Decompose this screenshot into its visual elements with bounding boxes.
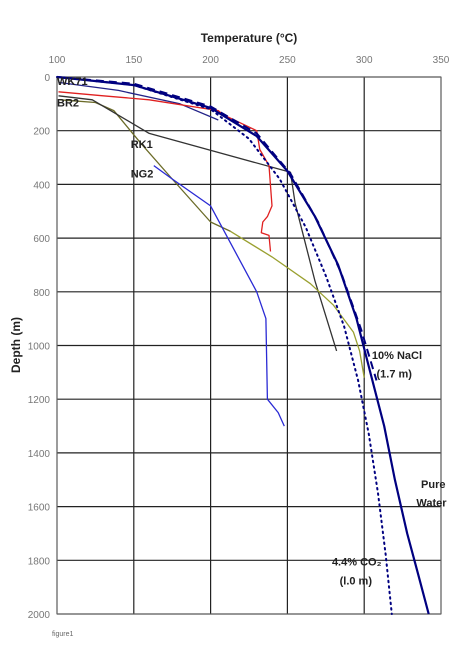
annotation-label: Water [416,498,447,510]
series-line-olive-well [230,230,365,378]
y-tick-label: 600 [33,234,50,245]
y-tick-label: 400 [33,180,50,191]
y-tick-label: 1600 [28,503,51,514]
y-tick-label: 1800 [28,556,51,567]
y-axis-title: Depth (m) [9,317,23,373]
y-tick-label: 1400 [28,449,51,460]
y-tick-label: 1000 [28,342,51,353]
annotation-label: RK1 [131,139,153,151]
y-tick-label: 2000 [28,610,51,621]
x-axis-title: Temperature (°C) [201,31,298,45]
annotation-label: WK71 [57,76,88,88]
plot-frame [56,76,442,615]
x-tick-label: 100 [49,55,66,66]
series-line-curve-8 [56,76,393,615]
chart-annotations: WK71 BR2 RK1 NG2 10% NaCl (1.7 m) Pure Water 4.4… [57,76,447,587]
x-tick-label: 200 [202,55,219,66]
annotation-label: Pure [421,479,445,491]
annotation-label: NG2 [131,169,154,181]
y-tick-label: 1200 [28,395,51,406]
series-lines [56,75,430,615]
series-line-wk71 [58,81,219,121]
x-tick-label: 300 [356,55,373,66]
x-tick-labels: 100 150 200 250 300 350 [49,55,450,66]
series-line-br2 [60,99,231,232]
figure-caption: figure1 [52,631,74,638]
series-line-curve-7 [56,76,378,381]
y-tick-labels: 0 200 400 600 800 1000 1200 1400 1600 1800 2000 [28,73,51,621]
series-line-ng2 [153,165,285,427]
series-line-red-well [58,91,273,252]
x-tick-label: 150 [125,55,142,66]
annotation-label: 10% NaCl [372,350,422,362]
y-tick-label: 800 [33,288,50,299]
annotation-label: BR2 [57,98,79,110]
x-tick-label: 350 [433,55,450,66]
x-tick-label: 250 [279,55,296,66]
y-tick-label: 0 [44,73,50,84]
annotation-label: 4.4% CO₂ [332,557,382,569]
y-tick-label: 200 [33,127,50,138]
annotation-label: (l.0 m) [340,575,373,587]
annotation-label: (1.7 m) [376,369,412,381]
grid-lines [56,76,442,615]
